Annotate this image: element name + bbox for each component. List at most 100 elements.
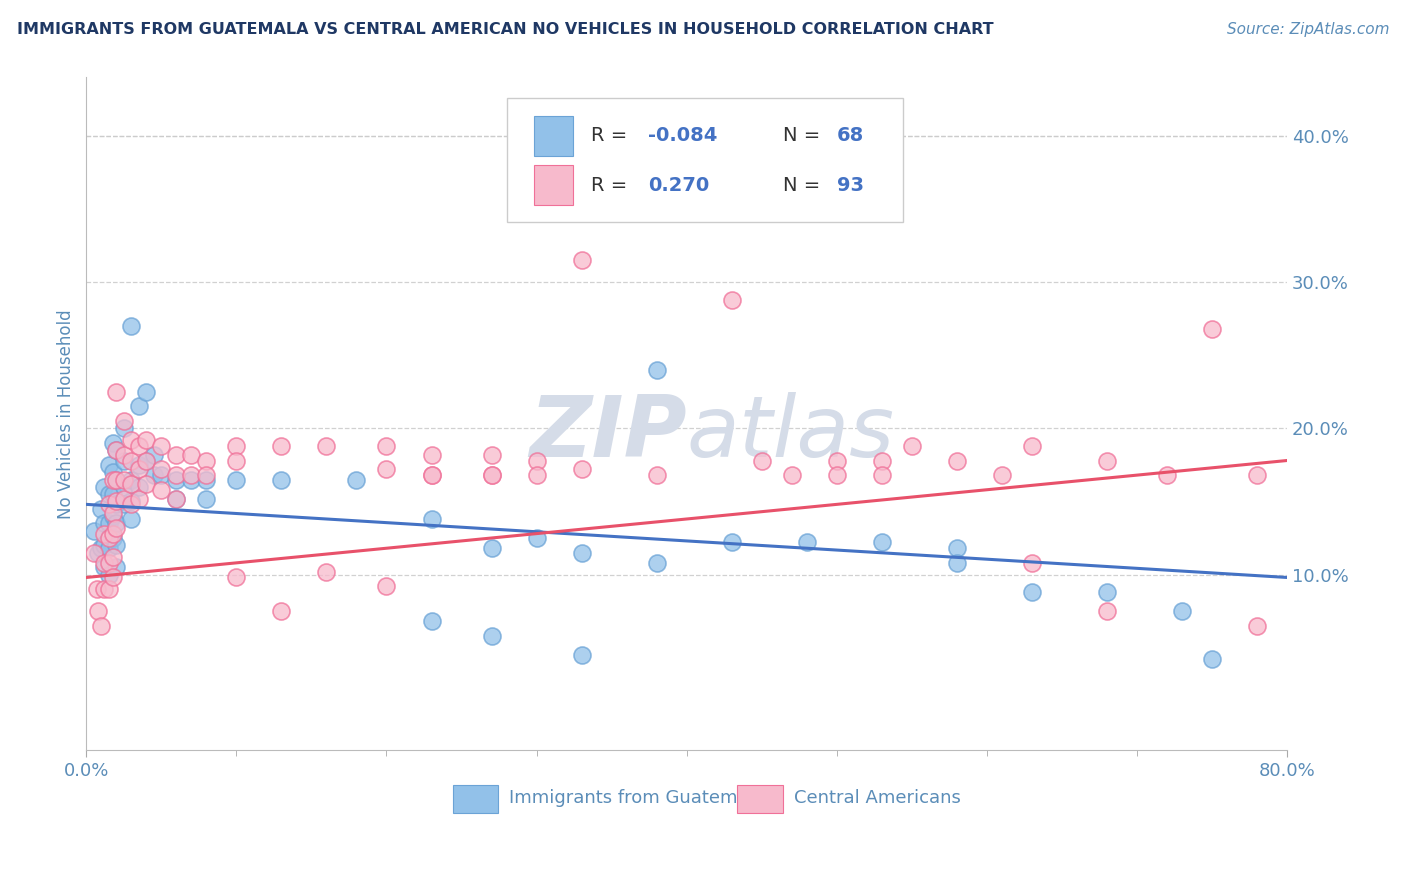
Point [901, 439, 924, 453]
Text: R =: R = [591, 176, 640, 194]
Y-axis label: No Vehicles in Household: No Vehicles in Household [58, 309, 75, 518]
Point [135, 453, 157, 467]
Point [112, 480, 135, 494]
Point [103, 473, 125, 487]
Point [825, 453, 848, 467]
Point [481, 468, 503, 483]
Point [93, 480, 115, 494]
Point [105, 384, 128, 399]
Point [180, 448, 202, 462]
Point [420, 468, 443, 483]
Point [270, 439, 292, 453]
Point [645, 556, 668, 570]
Point [90, 501, 112, 516]
Point [645, 468, 668, 483]
Point [105, 494, 128, 508]
Point [105, 538, 128, 552]
Point [105, 443, 128, 458]
Point [571, 462, 593, 476]
Point [103, 531, 125, 545]
Point [870, 453, 893, 467]
Point [93, 560, 115, 574]
Point [142, 448, 165, 462]
Text: 0.270: 0.270 [648, 176, 710, 194]
Point [571, 546, 593, 560]
Point [645, 363, 668, 377]
Point [112, 453, 135, 467]
Point [103, 487, 125, 501]
Point [870, 468, 893, 483]
Point [93, 582, 115, 597]
Point [83, 546, 105, 560]
Point [225, 570, 247, 584]
Point [93, 556, 115, 570]
Point [135, 476, 157, 491]
Point [195, 491, 218, 506]
Point [180, 468, 202, 483]
FancyBboxPatch shape [506, 97, 903, 222]
Point [195, 473, 218, 487]
Point [112, 491, 135, 506]
Point [120, 433, 142, 447]
Point [270, 604, 292, 618]
Point [128, 491, 150, 506]
Point [571, 648, 593, 662]
Point [225, 473, 247, 487]
Point [103, 436, 125, 450]
Point [1021, 439, 1043, 453]
Point [90, 618, 112, 632]
Point [1021, 556, 1043, 570]
Point [97, 567, 120, 582]
Point [150, 462, 173, 476]
Point [135, 384, 157, 399]
Point [97, 458, 120, 472]
Point [112, 497, 135, 511]
Point [97, 497, 120, 511]
Point [1246, 468, 1268, 483]
Point [97, 531, 120, 545]
Point [346, 473, 368, 487]
Point [946, 541, 969, 556]
Point [128, 480, 150, 494]
Point [120, 512, 142, 526]
Point [165, 468, 187, 483]
Point [97, 516, 120, 531]
Point [420, 468, 443, 483]
Point [150, 468, 173, 483]
Point [720, 535, 742, 549]
Point [128, 462, 150, 476]
Point [1201, 322, 1223, 336]
Point [315, 439, 337, 453]
Text: Source: ZipAtlas.com: Source: ZipAtlas.com [1226, 22, 1389, 37]
Point [946, 453, 969, 467]
Point [225, 439, 247, 453]
Point [105, 443, 128, 458]
Point [120, 318, 142, 333]
Point [97, 541, 120, 556]
Point [720, 293, 742, 307]
Text: 93: 93 [837, 176, 863, 194]
Point [481, 468, 503, 483]
Text: R =: R = [591, 127, 633, 145]
Text: IMMIGRANTS FROM GUATEMALA VS CENTRAL AMERICAN NO VEHICLES IN HOUSEHOLD CORRELATI: IMMIGRANTS FROM GUATEMALA VS CENTRAL AME… [17, 22, 994, 37]
FancyBboxPatch shape [534, 165, 572, 205]
Point [86, 582, 108, 597]
Point [825, 468, 848, 483]
Point [87, 546, 110, 560]
Point [796, 535, 818, 549]
Point [315, 565, 337, 579]
Text: 68: 68 [837, 127, 865, 145]
Point [103, 570, 125, 584]
FancyBboxPatch shape [534, 116, 572, 156]
FancyBboxPatch shape [453, 785, 498, 814]
Point [120, 453, 142, 467]
Point [93, 526, 115, 541]
Point [1095, 585, 1118, 599]
Point [142, 468, 165, 483]
Text: atlas: atlas [686, 392, 894, 475]
Point [112, 473, 135, 487]
Text: Central Americans: Central Americans [793, 789, 960, 807]
Point [526, 468, 548, 483]
Point [103, 509, 125, 524]
Point [1021, 585, 1043, 599]
